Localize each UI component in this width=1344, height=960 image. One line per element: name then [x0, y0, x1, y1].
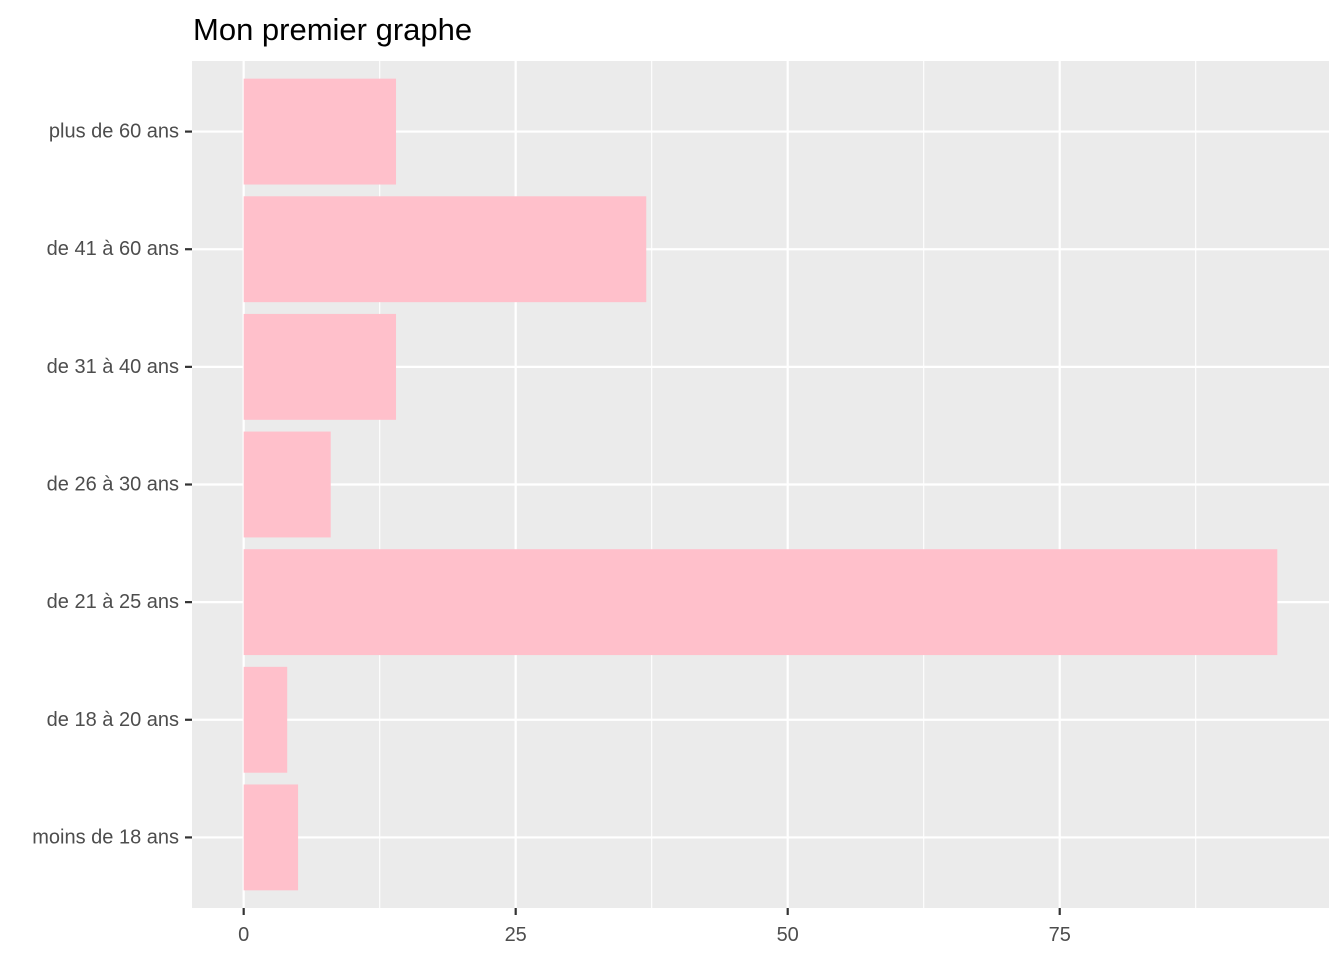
y-tick-label: moins de 18 ans	[32, 826, 179, 848]
bar-0	[243, 784, 299, 891]
chart-title: Mon premier graphe	[193, 12, 472, 47]
y-tick-label: de 21 à 25 ans	[47, 591, 179, 613]
y-tick-label: de 31 à 40 ans	[47, 356, 179, 378]
bar-4	[243, 313, 397, 420]
x-tick-label: 0	[238, 924, 249, 946]
bar-6	[243, 78, 397, 185]
bars	[243, 78, 1278, 891]
x-tick-label: 25	[505, 924, 527, 946]
y-tick-label: plus de 60 ans	[49, 121, 179, 143]
bar-5	[243, 196, 647, 303]
y-tick-label: de 41 à 60 ans	[47, 238, 179, 260]
y-axis: moins de 18 ans de 18 à 20 ans de 21 à 25 …	[32, 121, 192, 848]
x-axis: 0 25 50 75	[238, 908, 1071, 946]
x-tick-label: 75	[1049, 924, 1071, 946]
bar-2	[243, 549, 1278, 656]
y-tick-label: de 18 à 20 ans	[47, 709, 179, 731]
bar-1	[243, 666, 288, 773]
bar-3	[243, 431, 331, 538]
y-tick-label: de 26 à 30 ans	[47, 474, 179, 496]
x-tick-label: 50	[777, 924, 799, 946]
